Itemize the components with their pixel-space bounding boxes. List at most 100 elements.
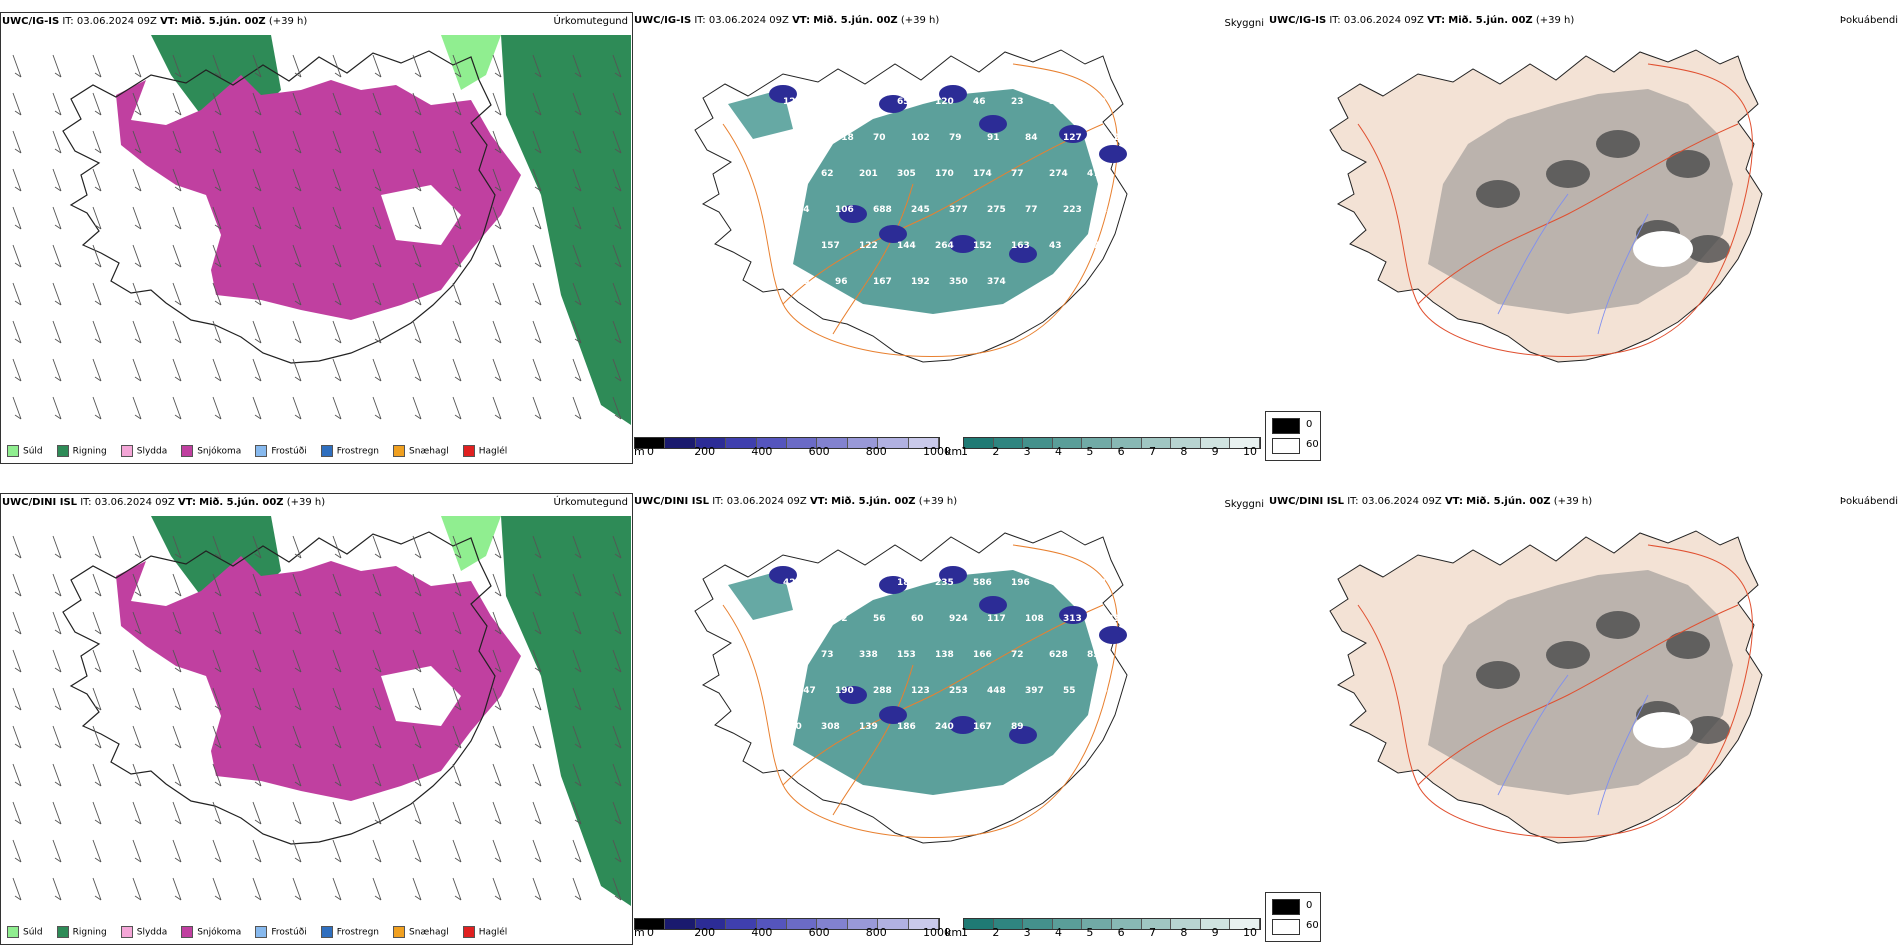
ceiling-label: 89	[1011, 722, 1024, 732]
glacier-area	[1633, 231, 1693, 267]
low-ceiling-patch	[949, 716, 977, 734]
colorbar-segment	[756, 919, 788, 929]
ceiling-label: 361	[797, 133, 816, 143]
legend-item: Haglél	[462, 445, 508, 457]
ceiling-tick-label: 0	[647, 926, 654, 939]
low-ceiling-patch	[1099, 145, 1127, 163]
ceiling-label: 91	[987, 133, 1000, 143]
visibility-tick-label: 10	[1243, 926, 1257, 939]
visibility-tick-label: 10	[1243, 445, 1257, 458]
low-ceiling-patch	[879, 95, 907, 113]
legend-label: Rigning	[72, 446, 107, 457]
colorbar-segment	[817, 438, 848, 448]
ceiling-label: 449	[1049, 578, 1068, 588]
colorbar-segment	[1023, 438, 1053, 448]
fog-index-panel-row1: UWC/IG-IS IT: 03.06.2024 09Z VT: Mið. 5.…	[1268, 12, 1900, 464]
precip-legend: Súld Rigning Slydda Snjókoma Frostúði Frostre…	[7, 926, 521, 938]
colorbar-segment	[1200, 919, 1231, 929]
ceiling-label: 377	[949, 205, 968, 215]
legend-item: Frostregn	[320, 445, 379, 457]
ceiling-label: 132	[821, 97, 840, 107]
ceiling-label: 188	[897, 578, 916, 588]
legend-item: Slydda	[120, 926, 168, 938]
visibility-tick-label: 9	[1211, 926, 1219, 939]
visibility-tick-label: 3	[1023, 445, 1031, 458]
panel-header: UWC/IG-IS IT: 03.06.2024 09Z VT: Mið. 5.…	[634, 15, 940, 26]
legend-swatch	[181, 926, 194, 938]
panel-header: UWC/IG-IS IT: 03.06.2024 09Z VT: Mið. 5.…	[2, 16, 308, 27]
ceiling-label: 71	[797, 614, 810, 624]
ceiling-visibility-panel-row2: UWC/DINI ISL IT: 03.06.2024 09Z VT: Mið.…	[633, 493, 1321, 945]
wind-barbs	[12, 535, 622, 901]
ceiling-label: 56	[873, 614, 886, 624]
ceiling-label: 139	[859, 722, 878, 732]
ceiling-label: 190	[835, 686, 854, 696]
legend-item: Frostúði	[255, 926, 307, 938]
ceiling-label: 83	[783, 650, 796, 660]
low-ceiling-patch	[949, 235, 977, 253]
rivers	[1497, 193, 1649, 335]
fog-label-60: 60	[1306, 920, 1319, 931]
ceiling-label: 313	[1063, 614, 1082, 624]
ceiling-label: 127	[1063, 133, 1082, 143]
panel-title: Þokuábendi	[1839, 496, 1898, 507]
visibility-colorbar	[963, 437, 1261, 449]
ceiling-label: 94	[797, 205, 810, 215]
dense-fog-patch	[1476, 661, 1520, 689]
ceiling-label: 201	[859, 169, 878, 179]
ceiling-visibility-panel-row1: UWC/IG-IS IT: 03.06.2024 09Z VT: Mið. 5.…	[633, 12, 1321, 464]
colorbar-segment	[993, 919, 1024, 929]
ceiling-label: 421	[783, 578, 802, 588]
low-ceiling-patch	[839, 686, 867, 704]
ceiling-label: 122	[859, 241, 878, 251]
ceiling-label: 192	[911, 277, 930, 287]
ceiling-label: 79	[949, 133, 962, 143]
ceiling-tick-label: 1000	[923, 445, 951, 458]
low-ceiling-patch	[1009, 726, 1037, 744]
visibility-map: 421 60 166 188 235 586 196 449 378 71 52 56 60 924 117…	[694, 530, 1128, 844]
panel-header: UWC/DINI ISL IT: 03.06.2024 09Z VT: Mið.…	[2, 497, 326, 508]
ceiling-label: 350	[949, 277, 968, 287]
wind-barbs	[12, 54, 622, 420]
ceiling-label: 288	[873, 686, 892, 696]
colorbar-segment	[964, 919, 994, 929]
colorbar-segment	[726, 438, 757, 448]
fog-label-0: 0	[1306, 900, 1313, 911]
fog-swatch-60	[1272, 438, 1300, 454]
ceiling-unit: m	[634, 926, 645, 939]
ceiling-label: 186	[897, 722, 916, 732]
low-ceiling-patch	[879, 706, 907, 724]
ceiling-label: 264	[935, 241, 954, 251]
legend-label: Slydda	[136, 446, 168, 457]
colorbar-segment	[787, 919, 818, 929]
low-ceiling-patch	[1099, 626, 1127, 644]
clear-area	[381, 666, 461, 726]
rain-area	[501, 516, 631, 906]
ceiling-tick-label: 0	[647, 445, 654, 458]
coastline	[62, 531, 496, 845]
ceiling-label: 628	[1049, 650, 1068, 660]
legend-label: Snjókoma	[197, 446, 242, 457]
legend-swatch	[320, 926, 333, 938]
colorbar-segment	[1111, 919, 1142, 929]
visibility-tick-label: 6	[1117, 926, 1125, 939]
dense-fog-patch	[1546, 160, 1590, 188]
legend-swatch	[56, 926, 69, 938]
legend-item: Snæhagl	[393, 445, 449, 457]
legend-swatch	[393, 445, 406, 457]
visibility-tick-label: 2	[992, 445, 1000, 458]
colorbar-segment	[787, 438, 818, 448]
ceiling-label: 64	[1101, 686, 1114, 696]
colorbar-segment	[1082, 919, 1112, 929]
legend-swatch	[255, 926, 268, 938]
ceiling-label: 96	[835, 277, 848, 287]
legend-label: Slydda	[136, 927, 168, 938]
ceiling-label: 117	[987, 614, 1006, 624]
ceiling-label: 153	[897, 650, 916, 660]
legend-swatch	[320, 445, 333, 457]
ceiling-label: 157	[821, 241, 840, 251]
legend-label: Súld	[23, 927, 43, 938]
rain-area	[501, 35, 631, 425]
ceiling-label: 275	[987, 205, 1006, 215]
legend-label: Haglél	[478, 446, 508, 457]
